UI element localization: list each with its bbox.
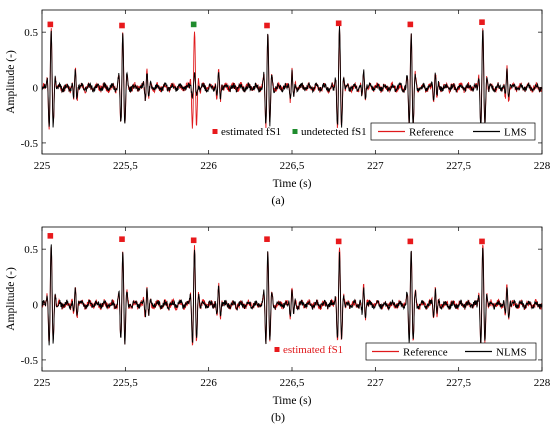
estimated-fs1-marker <box>335 238 342 245</box>
panel-b-ticks: 225 225,5 226 226,5 227 227,5 228 -0.5 0 0.5 <box>21 227 550 389</box>
panel-a-caption: (a) <box>271 193 284 207</box>
panel-a-legend-box <box>370 122 536 141</box>
estimated-fs1-marker <box>407 238 414 245</box>
panel-a-ylabel: Amplitude (-) <box>5 50 17 114</box>
series-line-nlms <box>41 244 543 346</box>
x-tick-label: 225 <box>34 160 51 172</box>
panel-b-xlabel: Time (s) <box>273 395 312 407</box>
panel-a-marker-legend: estimated fS1 undetected fS1 <box>212 126 367 138</box>
panel-a-legend-estimated-swatch <box>212 129 218 134</box>
panel-a-legend-lms-label: LMS <box>504 127 527 139</box>
panel-b-legend-estimated-label: estimated fS1 <box>283 344 343 356</box>
panel-b: 225 225,5 226 226,5 227 227,5 228 -0.5 0 0.5 Ampl… <box>5 226 550 424</box>
undetected-fs1-marker <box>190 21 197 28</box>
x-tick-label: 227 <box>367 377 384 389</box>
panel-a-legend-reference-label: Reference <box>409 127 454 139</box>
series-line-reference <box>41 244 543 346</box>
estimated-fs1-marker <box>119 22 125 29</box>
estimated-fs1-marker <box>190 237 197 244</box>
y-tick-label: 0 <box>33 83 39 95</box>
x-tick-label: 225 <box>34 377 51 389</box>
estimated-fs1-marker <box>47 233 54 239</box>
panel-b-legend-estimated-swatch <box>274 347 280 352</box>
estimated-fs1-marker <box>479 19 485 25</box>
panel-b-ylabel: Amplitude (-) <box>5 267 17 331</box>
estimated-fs1-marker <box>47 21 54 28</box>
panel-a-legend-undetected-label: undetected fS1 <box>301 126 367 138</box>
x-tick-label: 225,5 <box>113 377 138 389</box>
panel-b-caption: (b) <box>271 410 285 424</box>
estimated-fs1-marker <box>407 21 414 28</box>
x-tick-label: 227 <box>367 160 384 172</box>
x-tick-label: 227,5 <box>446 377 471 389</box>
x-tick-label: 226 <box>200 377 217 389</box>
panel-a-ticks: 225 225,5 226 226,5 227 227,5 228 -0.5 0 0.5 <box>21 10 550 172</box>
x-tick-label: 226,5 <box>280 377 305 389</box>
y-tick-label: -0.5 <box>21 138 39 150</box>
x-tick-label: 226,5 <box>280 160 305 172</box>
x-tick-label: 228 <box>534 160 550 172</box>
panel-b-legend-reference-label: Reference <box>403 347 448 359</box>
y-tick-label: -0.5 <box>21 355 39 367</box>
panel-a-lines <box>41 26 543 130</box>
x-tick-label: 225,5 <box>113 160 138 172</box>
x-tick-label: 227,5 <box>446 160 471 172</box>
series-line-lms <box>41 26 543 128</box>
panel-a-legend: Reference LMS <box>370 122 536 141</box>
panel-a-xlabel: Time (s) <box>273 178 312 190</box>
panel-b-markers <box>47 233 485 245</box>
x-tick-label: 228 <box>534 377 550 389</box>
panel-b-legend-box <box>365 342 537 361</box>
estimated-fs1-marker <box>335 20 342 27</box>
panel-a-markers <box>47 19 485 29</box>
estimated-fs1-marker <box>264 22 270 29</box>
panel-b-legend-nlms-label: NLMS <box>496 347 527 359</box>
y-tick-label: 0.5 <box>24 244 38 256</box>
panel-a-legend-estimated-label: estimated fS1 <box>221 126 281 138</box>
panel-a-legend-undetected-swatch <box>292 129 298 134</box>
estimated-fs1-marker <box>479 238 485 245</box>
estimated-fs1-marker <box>119 236 125 242</box>
y-tick-label: 0 <box>33 300 39 312</box>
panel-b-legend: Reference NLMS <box>365 342 537 361</box>
y-tick-label: 0.5 <box>24 27 38 39</box>
panel-b-lines <box>41 244 543 346</box>
panel-a: 225 225,5 226 226,5 227 227,5 228 -0.5 0 0.5 Ampl… <box>5 9 550 207</box>
x-tick-label: 226 <box>200 160 217 172</box>
panel-b-marker-legend: estimated fS1 <box>274 344 343 356</box>
estimated-fs1-marker <box>264 236 270 242</box>
